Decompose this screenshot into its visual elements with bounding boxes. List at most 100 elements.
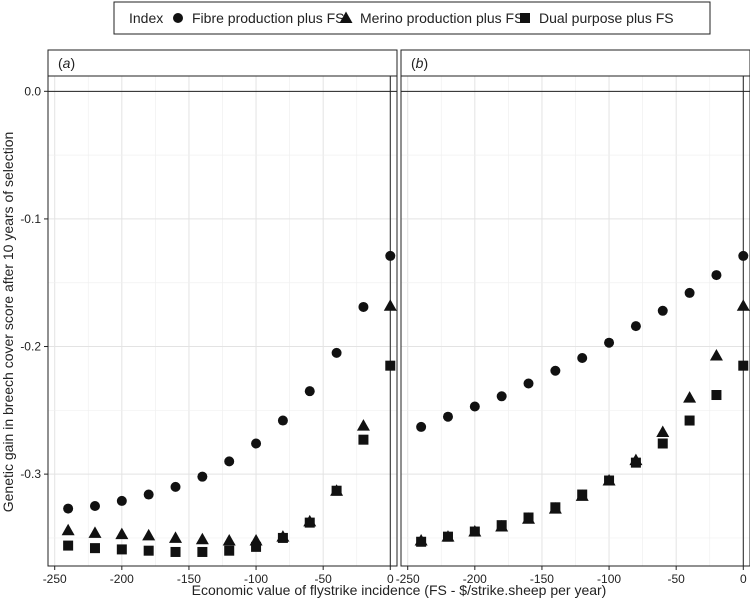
data-point-circle [577, 353, 588, 364]
panel-a: (a) -250 -200 -150 -100 -50 0 0.0 -0.1 -0.2 -0.3 [20, 49, 398, 586]
data-point-circle [358, 301, 369, 312]
data-point-triangle [383, 299, 397, 311]
data-point-circle [63, 503, 74, 514]
data-point-triangle [656, 425, 670, 438]
y-tick-label: -0.1 [20, 212, 41, 226]
legend-marker-triangle [339, 11, 353, 23]
data-point-circle [331, 347, 342, 358]
data-point-circle [143, 489, 154, 500]
data-point-circle [738, 250, 749, 261]
data-point-circle [224, 456, 235, 467]
x-tick-label: -150 [530, 572, 554, 586]
data-point-square [251, 541, 262, 552]
x-tick-label: 0 [740, 572, 747, 586]
data-point-circle [277, 415, 288, 426]
data-point-square [89, 543, 100, 554]
x-tick-label: -100 [244, 572, 268, 586]
data-point-square [385, 360, 396, 371]
data-point-square [277, 532, 288, 543]
data-point-circle [657, 305, 668, 316]
data-point-square [197, 546, 208, 557]
panel-frame [400, 75, 750, 567]
data-point-triangle [61, 523, 75, 536]
legend-marker-circle [173, 13, 183, 23]
panel-b: (b) -250 -200 -150 -100 -50 0 [396, 49, 750, 586]
data-point-circle [550, 365, 561, 376]
panel-label: (b) [411, 55, 428, 71]
x-tick-label: -200 [110, 572, 134, 586]
data-point-triangle [683, 391, 697, 403]
data-point-square [496, 520, 507, 531]
y-tick-label: 0.0 [24, 84, 41, 98]
data-point-circle [496, 391, 507, 402]
panel-label: (a) [58, 55, 75, 71]
data-point-triangle [736, 299, 750, 311]
data-point-square [684, 415, 695, 426]
data-point-square [143, 545, 154, 556]
panel-strip [47, 49, 398, 77]
data-point-triangle [115, 527, 129, 540]
data-point-square [577, 489, 588, 500]
data-point-square [469, 526, 480, 537]
data-point-square [224, 545, 235, 556]
x-tick-label: -250 [396, 572, 420, 586]
data-point-square [738, 360, 749, 371]
data-point-triangle [222, 533, 236, 546]
data-point-square [604, 475, 615, 486]
legend-title: Index [129, 10, 163, 26]
data-point-triangle [142, 528, 156, 541]
x-tick-label: -200 [463, 572, 487, 586]
data-point-triangle [88, 526, 102, 538]
y-tick-label: -0.3 [20, 467, 41, 481]
data-point-circle [469, 401, 480, 412]
x-tick-label: -150 [177, 572, 201, 586]
x-tick-label: -100 [597, 572, 621, 586]
data-point-circle [604, 337, 615, 348]
data-point-circle [684, 287, 695, 298]
data-point-circle [630, 321, 641, 332]
data-point-circle [170, 481, 181, 492]
data-point-triangle [169, 531, 183, 543]
x-tick-label: 0 [387, 572, 394, 586]
legend-entry-label: Merino production plus FS [360, 10, 523, 26]
data-point-square [523, 512, 534, 523]
legend-entry-label: Dual purpose plus FS [539, 10, 674, 26]
panel-strip [400, 49, 750, 77]
data-point-circle [523, 378, 534, 389]
data-point-square [116, 544, 127, 555]
data-point-circle [416, 421, 427, 432]
data-point-square [358, 434, 369, 445]
legend: Index Fibre production plus FS Merino prod… [113, 1, 711, 35]
data-point-square [63, 540, 74, 551]
y-tick-label: -0.2 [20, 340, 41, 354]
data-point-square [331, 485, 342, 496]
data-point-circle [385, 250, 396, 261]
x-axis-title: Economic value of flystrike incidence (F… [192, 582, 607, 598]
data-point-square [442, 531, 453, 542]
data-point-square [170, 546, 181, 557]
legend-frame [113, 1, 711, 35]
data-point-square [630, 457, 641, 468]
x-tick-label: -50 [315, 572, 333, 586]
data-point-square [304, 517, 315, 528]
data-point-square [657, 438, 668, 449]
data-point-circle [442, 411, 453, 422]
data-point-circle [251, 438, 262, 449]
data-point-triangle [709, 348, 723, 361]
data-point-square [416, 536, 427, 547]
panel-frame [47, 75, 398, 567]
x-tick-label: -250 [43, 572, 67, 586]
data-point-circle [116, 495, 127, 506]
data-point-square [711, 390, 722, 401]
data-point-triangle [356, 419, 370, 431]
y-axis-title: Genetic gain in breech cover score after… [0, 132, 16, 513]
data-point-triangle [195, 532, 209, 545]
data-point-circle [197, 471, 208, 482]
x-tick-label: -50 [668, 572, 686, 586]
data-point-square [550, 502, 561, 513]
data-point-circle [89, 501, 100, 512]
data-point-circle [304, 386, 315, 397]
data-point-circle [711, 270, 722, 281]
legend-marker-square [520, 13, 530, 23]
